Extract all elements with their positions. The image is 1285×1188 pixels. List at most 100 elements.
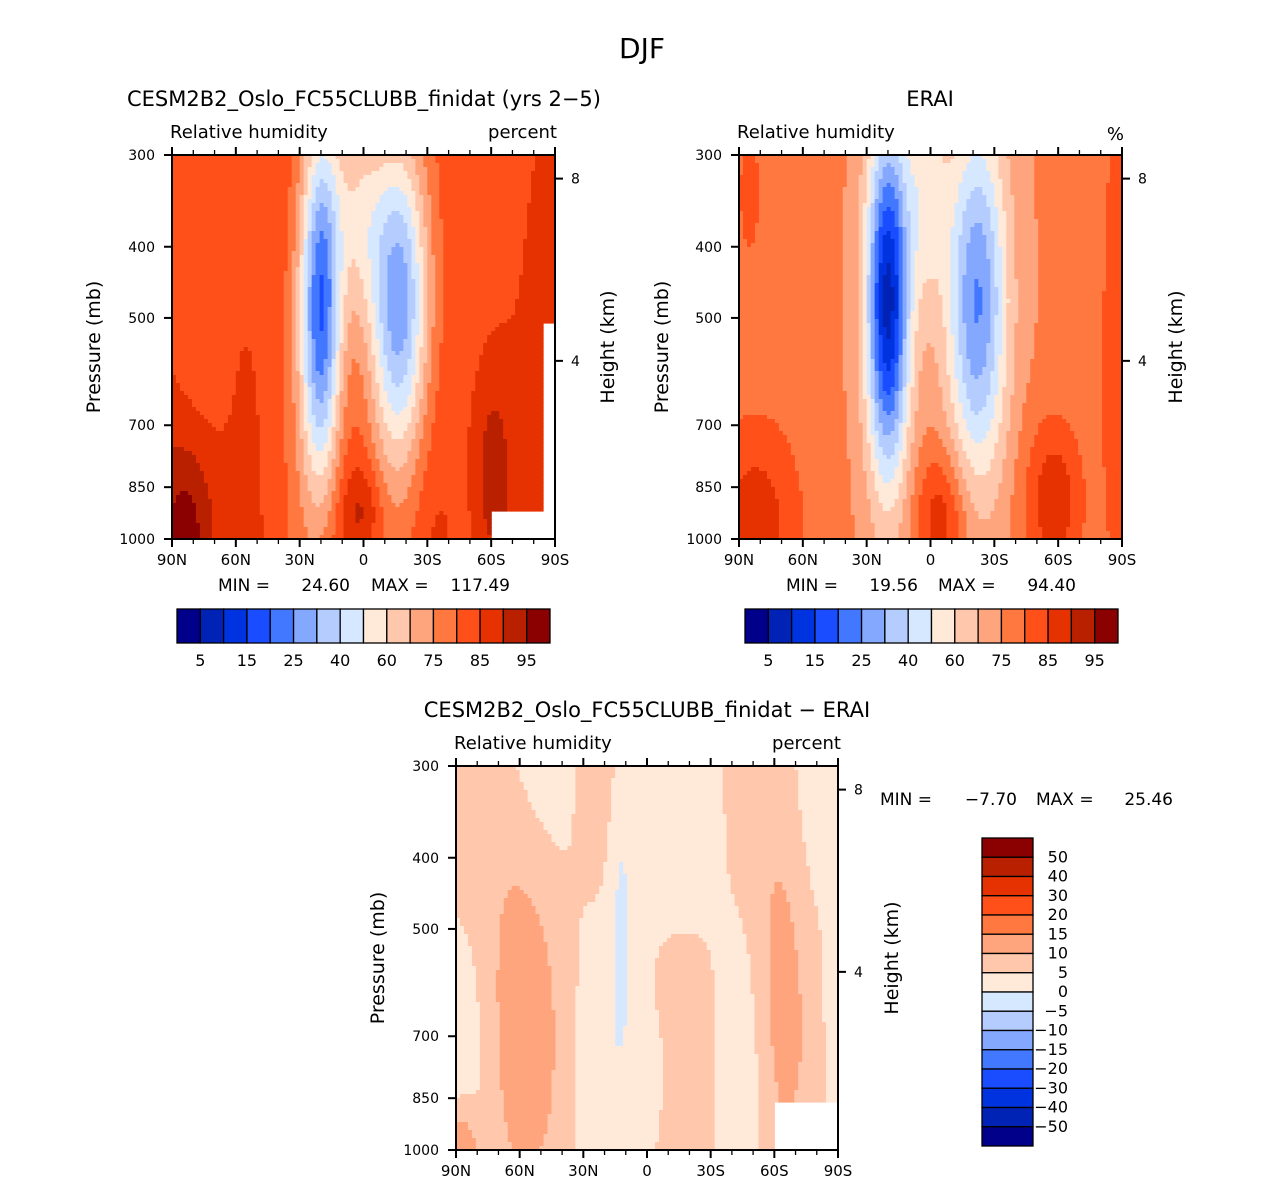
- contour-cell: [347, 283, 353, 288]
- contour-cell: [539, 163, 544, 168]
- contour-cell: [283, 235, 289, 240]
- contour-cell: [187, 247, 193, 252]
- contour-cell: [191, 219, 197, 224]
- contour-cell: [431, 295, 436, 300]
- contour-cell: [199, 211, 205, 216]
- contour-cell: [431, 155, 436, 160]
- contour-cell: [351, 303, 357, 308]
- contour-cell: [179, 259, 185, 264]
- contour-cell: [307, 275, 313, 280]
- contour-cell: [503, 179, 508, 184]
- contour-cell: [291, 323, 297, 328]
- contour-cell: [403, 163, 408, 168]
- contour-cell: [479, 275, 484, 280]
- contour-cell: [387, 155, 393, 160]
- contour-cell: [307, 251, 313, 256]
- contour-cell: [515, 359, 520, 364]
- contour-cell: [451, 203, 456, 208]
- contour-cell: [495, 163, 500, 168]
- contour-cell: [199, 195, 205, 200]
- contour-cell: [295, 303, 301, 308]
- contour-cell: [427, 159, 432, 164]
- contour-cell: [427, 211, 432, 216]
- contour-cell: [543, 311, 548, 316]
- contour-cell: [551, 159, 556, 164]
- contour-cell: [499, 163, 504, 168]
- contour-cell: [199, 275, 205, 280]
- contour-cell: [475, 335, 480, 340]
- contour-cell: [283, 159, 289, 164]
- contour-cell: [455, 359, 460, 364]
- contour-cell: [191, 175, 197, 180]
- contour-cell: [463, 243, 468, 248]
- contour-cell: [443, 179, 448, 184]
- contour-cell: [179, 295, 185, 300]
- contour-cell: [303, 163, 309, 168]
- contour-cell: [179, 351, 185, 356]
- contour-cell: [303, 211, 309, 216]
- contour-cell: [299, 347, 305, 352]
- contour-cell: [443, 163, 448, 168]
- contour-cell: [431, 259, 436, 264]
- contour-cell: [295, 259, 301, 264]
- contour-cell: [463, 311, 468, 316]
- contour-cell: [251, 363, 257, 368]
- contour-cell: [183, 239, 189, 244]
- contour-cell: [199, 331, 205, 336]
- contour-cell: [539, 275, 544, 280]
- contour-cell: [271, 335, 277, 340]
- contour-cell: [483, 207, 488, 212]
- contour-cell: [299, 195, 305, 200]
- contour-cell: [411, 267, 416, 272]
- contour-cell: [435, 339, 440, 344]
- contour-cell: [255, 223, 261, 228]
- contour-cell: [311, 315, 317, 320]
- contour-cell: [471, 343, 476, 348]
- contour-cell: [199, 271, 205, 276]
- contour-cell: [443, 231, 448, 236]
- contour-cell: [351, 299, 357, 304]
- contour-cell: [471, 231, 476, 236]
- contour-cell: [247, 287, 253, 292]
- contour-cell: [451, 211, 456, 216]
- contour-cell: [375, 191, 381, 196]
- contour-cell: [391, 287, 397, 292]
- contour-cell: [347, 227, 353, 232]
- contour-cell: [343, 351, 349, 356]
- contour-cell: [499, 335, 504, 340]
- contour-cell: [515, 179, 520, 184]
- contour-cell: [499, 203, 504, 208]
- contour-cell: [227, 191, 233, 196]
- contour-cell: [531, 255, 536, 260]
- contour-cell: [215, 331, 221, 336]
- contour-cell: [191, 291, 197, 296]
- contour-cell: [195, 283, 201, 288]
- contour-cell: [487, 259, 492, 264]
- contour-cell: [355, 171, 361, 176]
- contour-cell: [231, 195, 237, 200]
- contour-cell: [451, 199, 456, 204]
- contour-cell: [315, 183, 321, 188]
- contour-cell: [487, 267, 492, 272]
- contour-cell: [515, 259, 520, 264]
- contour-cell: [475, 247, 480, 252]
- contour-cell: [299, 179, 305, 184]
- contour-cell: [423, 275, 428, 280]
- contour-cell: [535, 323, 540, 328]
- contour-cell: [511, 291, 516, 296]
- contour-cell: [327, 163, 333, 168]
- contour-cell: [379, 191, 385, 196]
- contour-cell: [223, 263, 229, 268]
- contour-cell: [471, 323, 476, 328]
- contour-cell: [299, 295, 305, 300]
- contour-cell: [451, 163, 456, 168]
- contour-cell: [179, 219, 185, 224]
- contour-cell: [175, 271, 181, 276]
- contour-cell: [519, 275, 524, 280]
- contour-cell: [347, 211, 353, 216]
- contour-cell: [387, 279, 393, 284]
- contour-cell: [547, 287, 552, 292]
- contour-cell: [363, 351, 369, 356]
- contour-cell: [235, 267, 241, 272]
- contour-cell: [363, 335, 369, 340]
